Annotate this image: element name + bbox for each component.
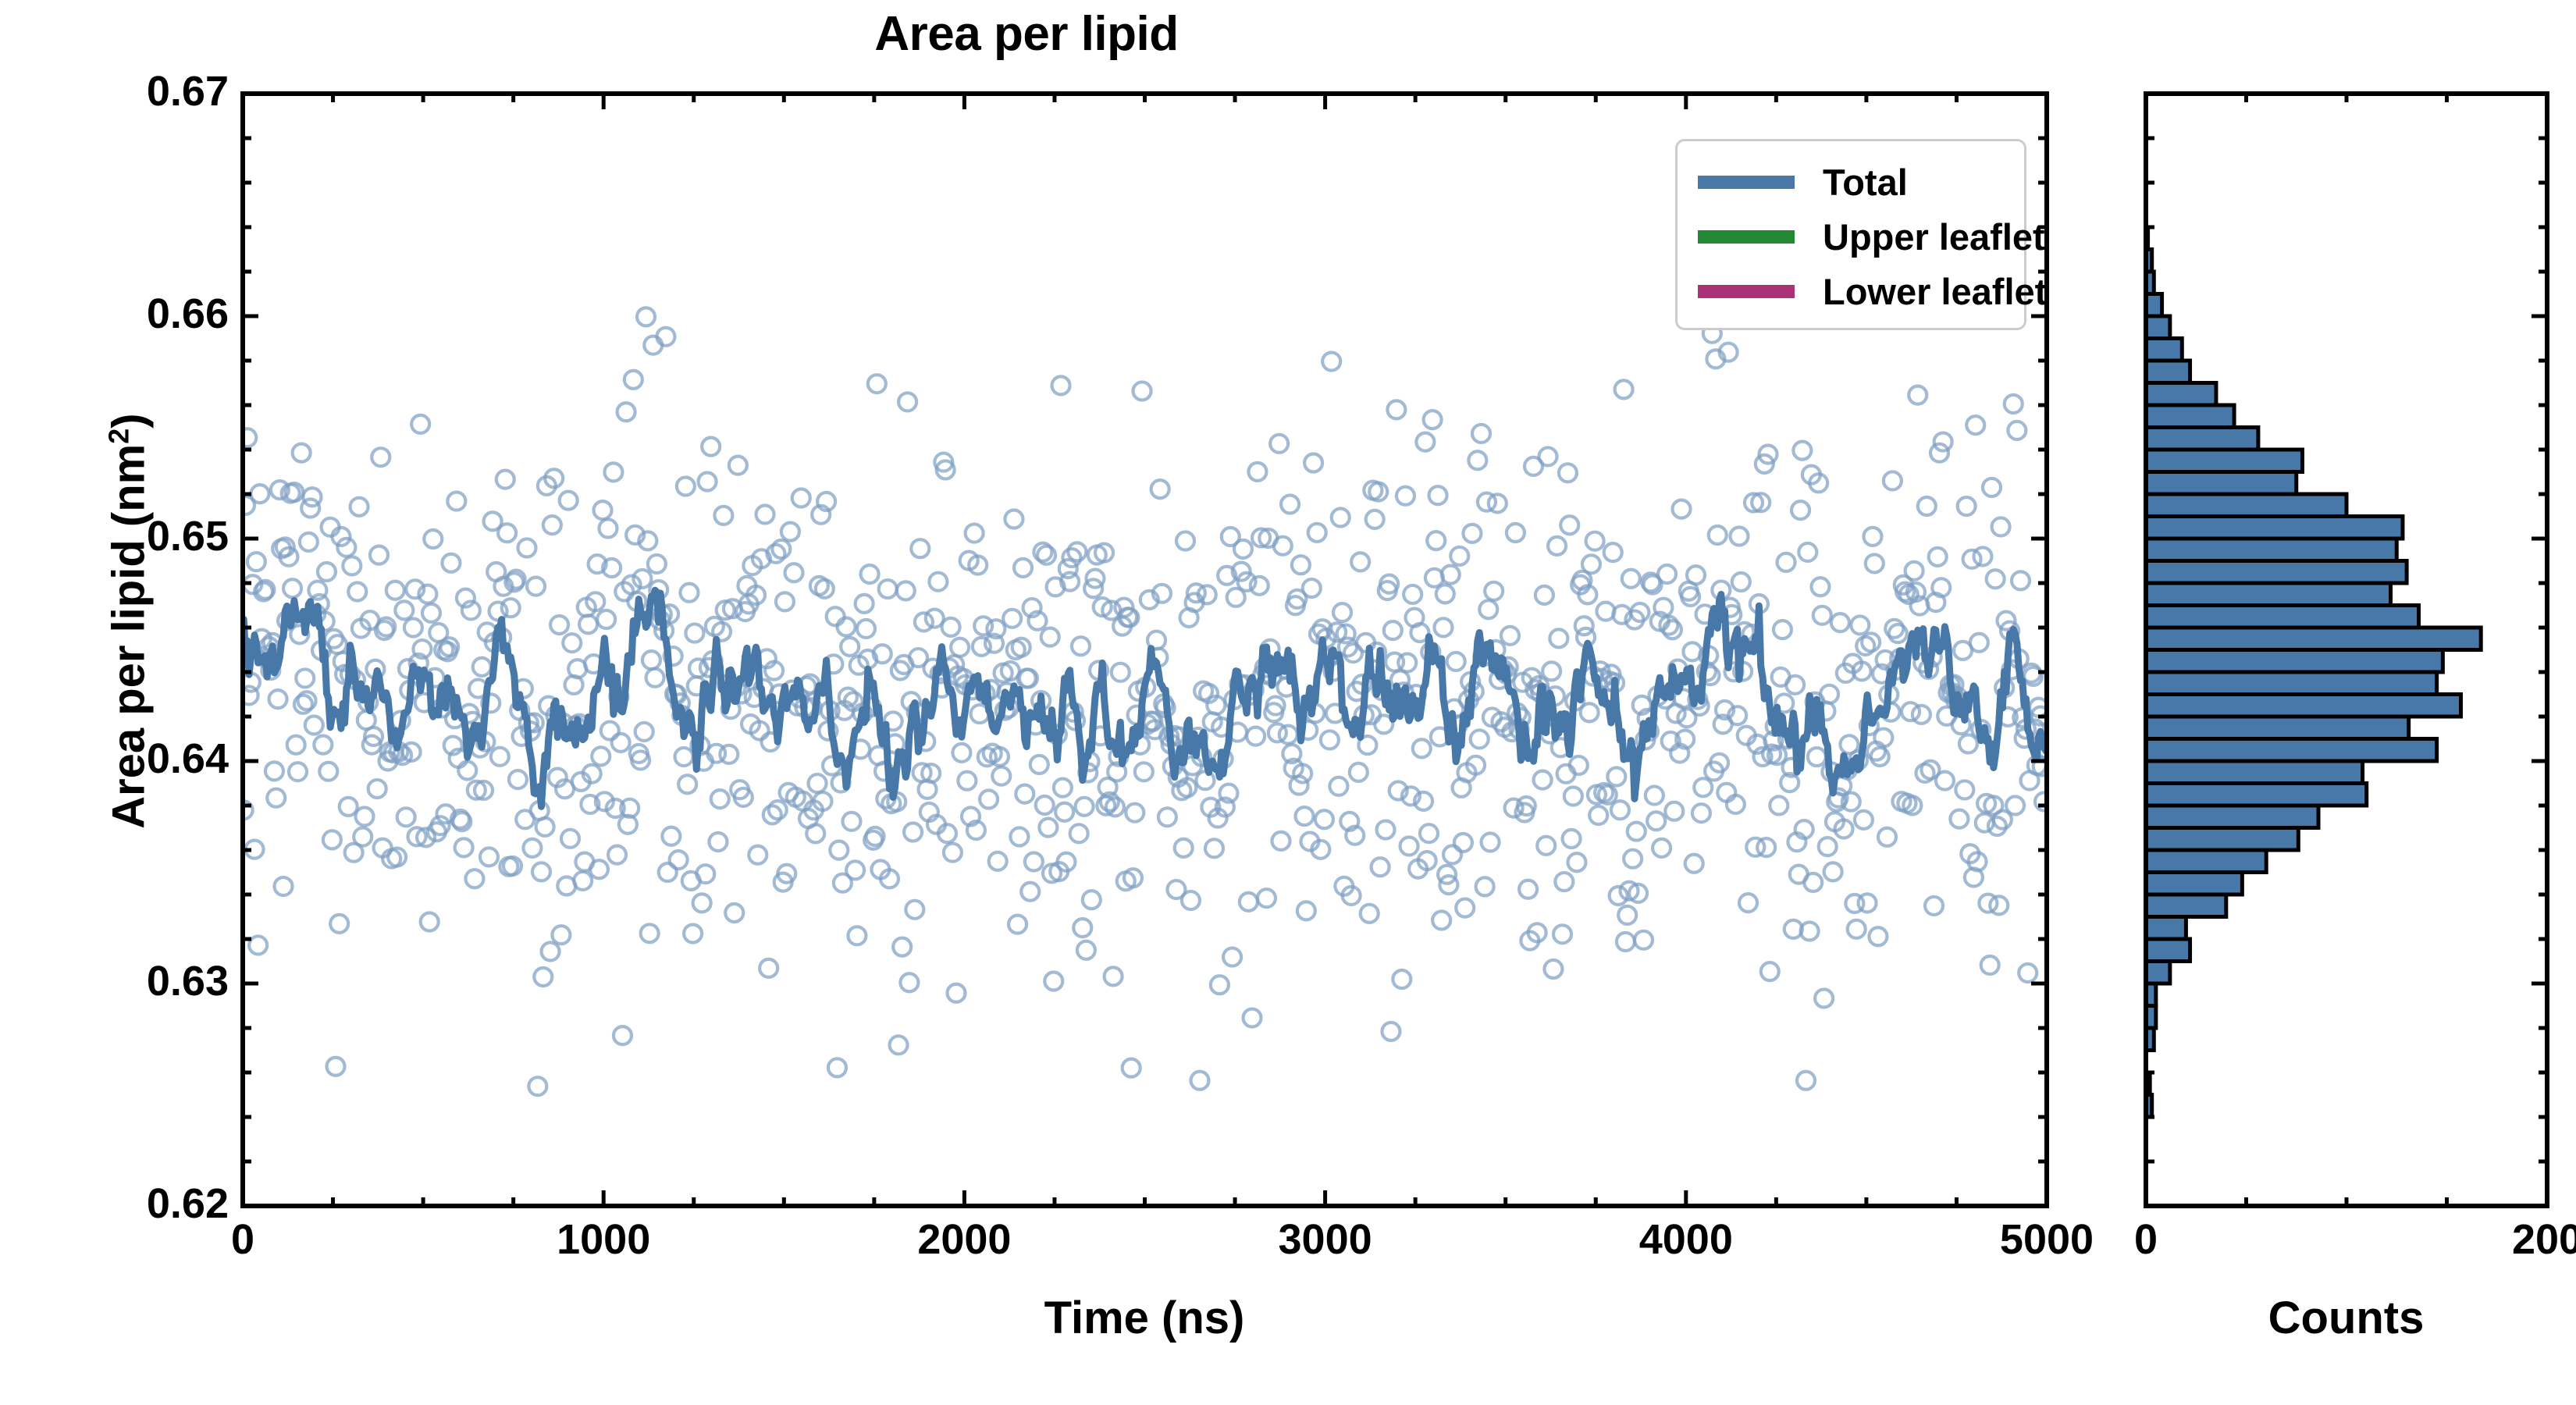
- x-tick-label-main: 5000: [1999, 1216, 2094, 1263]
- axes-spines-and-ticks: [240, 91, 2549, 1208]
- x-tick-label-histogram: 0: [2133, 1216, 2158, 1263]
- y-tick-label: 0.62: [146, 1180, 229, 1227]
- histogram-bars-total: [2146, 225, 2483, 1119]
- legend-label-upper-leaflet: Upper leaflet: [1823, 215, 2045, 258]
- legend-label-lower-leaflet: Lower leaflet: [1823, 270, 2048, 312]
- x-tick-label-main: 2000: [917, 1216, 1012, 1263]
- chart-title: Area per lipid: [874, 7, 1179, 61]
- x-tick-label-main: 0: [230, 1216, 255, 1263]
- x-tick-label-main: 1000: [557, 1216, 651, 1263]
- x-tick-label-histogram: 200: [2511, 1216, 2576, 1263]
- legend-swatch-total: [1698, 175, 1795, 189]
- legend-entry-lower-leaflet[interactable]: Lower leaflet: [1698, 268, 2047, 315]
- y-tick-label: 0.64: [146, 735, 229, 782]
- x-axis-label-histogram: Counts: [2268, 1293, 2425, 1343]
- legend: Total Upper leaflet Lower leaflet: [1675, 139, 2047, 330]
- legend-label-total: Total: [1823, 161, 1908, 203]
- legend-entry-upper-leaflet[interactable]: Upper leaflet: [1698, 213, 2045, 260]
- y-tick-label: 0.63: [146, 958, 229, 1005]
- x-axis-label-main: Time (ns): [1044, 1293, 1245, 1343]
- x-tick-label-main: 4000: [1638, 1216, 1733, 1263]
- legend-swatch-upper-leaflet: [1698, 229, 1795, 244]
- y-tick-label: 0.66: [146, 290, 229, 337]
- y-tick-label: 0.65: [146, 513, 229, 560]
- running-average-line-total: [243, 586, 2047, 810]
- legend-entry-total[interactable]: Total: [1698, 158, 1908, 205]
- x-tick-label-main: 3000: [1278, 1216, 1372, 1263]
- y-tick-label: 0.67: [146, 68, 229, 115]
- legend-swatch-lower-leaflet: [1698, 284, 1795, 298]
